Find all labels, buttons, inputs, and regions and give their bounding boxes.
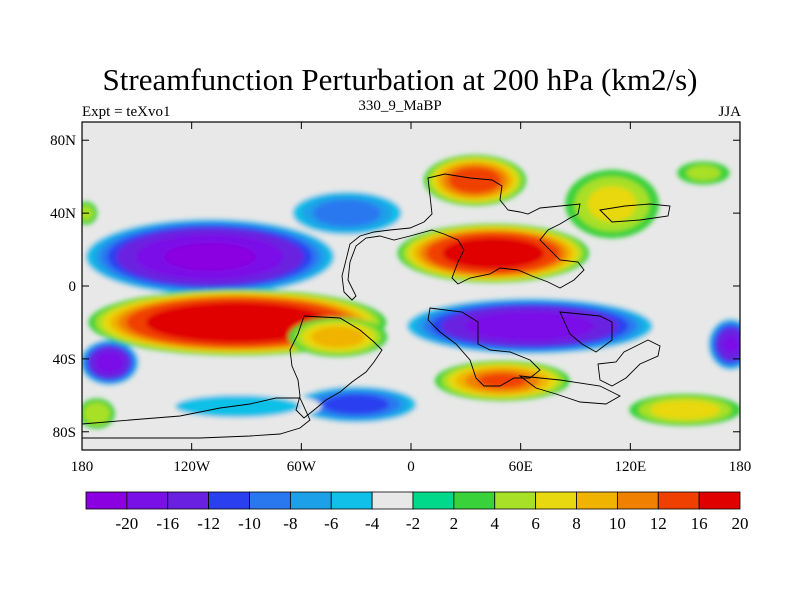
colorbar-box [494, 491, 537, 510]
contour-level [95, 351, 124, 374]
field-blob-neg-south-high-lat [289, 384, 424, 425]
colorbar-label: 12 [650, 514, 667, 533]
lon-tick-label: 60W [287, 459, 317, 475]
colorbar-box [371, 491, 414, 510]
experiment-label: Expt = teXvo1 [82, 104, 171, 120]
colorbar-label: -6 [324, 514, 338, 533]
colorbar-box [289, 491, 332, 510]
colorbar-box [330, 491, 373, 510]
colorbar-label: 8 [572, 514, 581, 533]
colorbar-label: -12 [197, 514, 220, 533]
lon-tick-label: 120W [173, 459, 211, 475]
contour-level [587, 186, 637, 222]
lon-tick-label: 120E [614, 459, 646, 475]
field-blob-pos-south-pacific [629, 393, 740, 426]
coastlines [82, 173, 671, 439]
colorbar: -20 -16 -12 -10 -8 -6 -4 -2 2 4 6 8 10 12 16 20 [85, 491, 749, 533]
contour-level [323, 394, 389, 415]
lat-tick-label: 40N [50, 206, 76, 222]
field-blob-neg-natlantic [284, 188, 410, 238]
colorbar-box [576, 491, 618, 510]
lon-tick-label: 60E [509, 459, 533, 475]
lon-tick-label: 0 [407, 459, 415, 475]
colorbar-label: -10 [238, 514, 261, 533]
contour-level [170, 307, 304, 338]
lat-tick-label: 40S [53, 352, 76, 368]
contour-level [175, 394, 300, 418]
contour-level [466, 245, 520, 262]
coastline-6 [597, 339, 661, 387]
colorbar-label: -16 [156, 514, 179, 533]
field-blob-pos-satlantic [288, 317, 388, 357]
lat-tick-label: 80S [53, 425, 76, 441]
contour-level [83, 402, 111, 425]
colorbar-label: -20 [116, 514, 139, 533]
colorbar-label: 16 [691, 514, 708, 533]
colorbar-box [657, 491, 700, 510]
lat-tick-label: 80N [50, 133, 76, 149]
lon-tick-label: 180 [71, 459, 94, 475]
coastline-4 [559, 311, 613, 353]
coastline-5 [518, 375, 621, 405]
colorbar-box [412, 491, 455, 510]
case-label: 330_9_MaBP [358, 98, 442, 114]
contour-level [686, 165, 721, 181]
colorbar-box [85, 491, 128, 510]
colorbar-box [616, 491, 659, 510]
lon-tick-label: 180 [729, 459, 752, 475]
axis-ticks: 180 120W 60W 0 60E 120E 180 80N 40N 0 40S 80S [50, 122, 751, 475]
streamfunction-field [82, 154, 740, 429]
coastline-2 [289, 315, 383, 419]
colorbar-box [167, 491, 210, 510]
colorbar-label: 6 [531, 514, 540, 533]
field-blob-neg-southern-ocean [153, 391, 322, 422]
colorbar-box [249, 491, 291, 510]
colorbar-label: 4 [491, 514, 500, 533]
field-blob-neg-south-pacific [706, 316, 740, 372]
field-blob-pos-south-africa [434, 360, 570, 401]
season-label: JJA [718, 104, 741, 120]
contour-level [313, 199, 381, 227]
contour-level [478, 373, 527, 389]
colorbar-box [453, 491, 496, 510]
contour-level [650, 400, 720, 420]
field-blob-neg-indian-ocean [399, 296, 661, 356]
colorbar-box [698, 491, 741, 510]
coastline-8 [599, 203, 671, 223]
contour-level [723, 335, 739, 353]
field-blob-neg-pacific-40s [82, 338, 141, 387]
colorbar-box [126, 491, 169, 510]
contour-level [465, 311, 595, 341]
field-blob-neg-namerica [82, 216, 341, 297]
coastline-7 [82, 397, 311, 439]
field-blob-pos-north-asia [423, 154, 527, 206]
colorbar-box [535, 491, 577, 510]
field-blob-pos-east-asia [565, 169, 660, 239]
colorbar-label: 10 [609, 514, 626, 533]
contour-level [448, 167, 502, 194]
colorbar-box [208, 491, 250, 510]
contour-level [164, 242, 256, 271]
field-blob-pos-natl-edge [82, 201, 98, 225]
colorbar-label: -8 [283, 514, 297, 533]
field-blob-pos-npacific [677, 161, 730, 185]
field-blob-pos-eurasia [397, 223, 589, 283]
colorbar-label: 20 [732, 514, 749, 533]
contour-level [311, 326, 365, 348]
colorbar-label: -2 [406, 514, 420, 533]
field-blob-pos-antarctic-w [82, 398, 115, 429]
colorbar-label: 2 [450, 514, 459, 533]
colorbar-label: -4 [365, 514, 380, 533]
coastline-1 [341, 173, 585, 301]
lat-tick-label: 0 [69, 279, 77, 295]
chart-title: Streamfunction Perturbation at 200 hPa (… [102, 62, 698, 97]
